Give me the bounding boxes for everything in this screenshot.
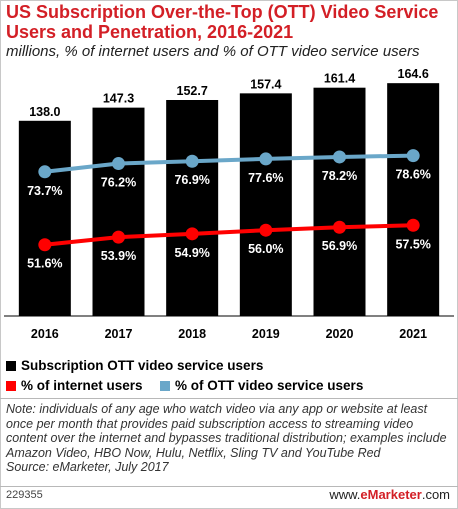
chart-id: 229355 <box>6 489 43 501</box>
ott-share-point-2020 <box>333 150 346 164</box>
bar-value-label-2017: 147.3 <box>103 92 134 106</box>
note-divider <box>0 398 458 399</box>
internet-share-value-label-2020: 56.9% <box>322 239 357 253</box>
internet-share-line <box>44 223 414 247</box>
bar-value-label-2021: 164.6 <box>398 67 429 81</box>
ott-share-point-2016 <box>38 165 52 179</box>
x-tick-label-2017: 2017 <box>105 327 133 341</box>
x-tick-label-2021: 2021 <box>399 327 427 341</box>
chart-plot: 138.0 147.3 152.7 157.4 161.4 164.6 2016 2017 20… <box>4 67 454 341</box>
legend-swatch-bar <box>6 360 16 371</box>
x-tick-label-2016: 2016 <box>31 327 59 341</box>
brand-logo: www.eMarketer.com <box>329 487 450 502</box>
legend-swatch-internet <box>6 380 16 391</box>
bar-2018 <box>166 99 219 316</box>
chart-title: US Subscription Over-the-Top (OTT) Video… <box>6 2 439 42</box>
bar-value-label-2019: 157.4 <box>250 77 281 91</box>
ott-share-value-label-2019: 77.6% <box>248 171 283 185</box>
x-tick-label-2019: 2019 <box>252 327 280 341</box>
internet-share-point-2018 <box>185 227 199 241</box>
ott-share-line <box>44 153 414 174</box>
bar-2021 <box>387 83 440 316</box>
bar-value-label-2016: 138.0 <box>29 105 60 119</box>
internet-share-point-2019 <box>259 223 273 237</box>
bar-value-label-2018: 152.7 <box>177 84 208 98</box>
source-text: Source: eMarketer, July 2017 <box>6 460 169 475</box>
ott-share-value-label-2016: 73.7% <box>27 184 62 198</box>
x-tick-label-2018: 2018 <box>178 327 206 341</box>
ott-share-point-2019 <box>259 152 273 166</box>
chart-subtitle: millions, % of internet users and % of O… <box>6 43 420 60</box>
note-block: Note: individuals of any age who watch v… <box>6 402 452 475</box>
brand-name: eMarketer <box>360 487 422 502</box>
bar-2020 <box>313 87 366 316</box>
internet-share-point-2017 <box>112 230 125 244</box>
legend-label-ott: % of OTT video service users <box>175 378 364 393</box>
internet-share-value-label-2016: 51.6% <box>27 257 62 271</box>
legend-swatch-ott <box>160 380 170 391</box>
internet-share-value-label-2017: 53.9% <box>101 249 136 263</box>
bar-2016 <box>18 120 71 316</box>
ott-share-value-label-2018: 76.9% <box>174 173 209 187</box>
bar-2017 <box>92 107 145 316</box>
legend-label-internet: % of internet users <box>21 378 143 393</box>
internet-share-value-label-2018: 54.9% <box>174 246 209 260</box>
ott-share-value-label-2017: 76.2% <box>101 176 136 190</box>
legend-item-ott: % of OTT video service users <box>160 378 363 393</box>
footer-divider <box>0 486 458 487</box>
legend-item-bar: Subscription OTT video service users <box>6 358 263 373</box>
ott-share-value-label-2021: 78.6% <box>395 168 430 182</box>
ott-share-value-label-2020: 78.2% <box>322 169 357 183</box>
internet-share-point-2021 <box>406 218 420 232</box>
internet-share-point-2016 <box>38 238 52 252</box>
legend-label-bar: Subscription OTT video service users <box>21 358 264 373</box>
internet-share-value-label-2019: 56.0% <box>248 242 283 256</box>
legend-item-internet: % of internet users <box>6 378 143 393</box>
ott-share-point-2017 <box>112 157 125 171</box>
brand-prefix: www. <box>329 487 361 502</box>
x-tick-label-2020: 2020 <box>326 327 354 341</box>
internet-share-point-2020 <box>333 220 346 234</box>
bar-value-label-2020: 161.4 <box>324 72 355 86</box>
internet-share-value-label-2021: 57.5% <box>395 237 430 251</box>
note-text: Note: individuals of any age who watch v… <box>6 402 447 460</box>
ott-share-point-2018 <box>185 154 199 168</box>
ott-share-point-2021 <box>406 149 420 163</box>
brand-suffix: .com <box>421 487 450 502</box>
bar-2019 <box>239 93 292 317</box>
